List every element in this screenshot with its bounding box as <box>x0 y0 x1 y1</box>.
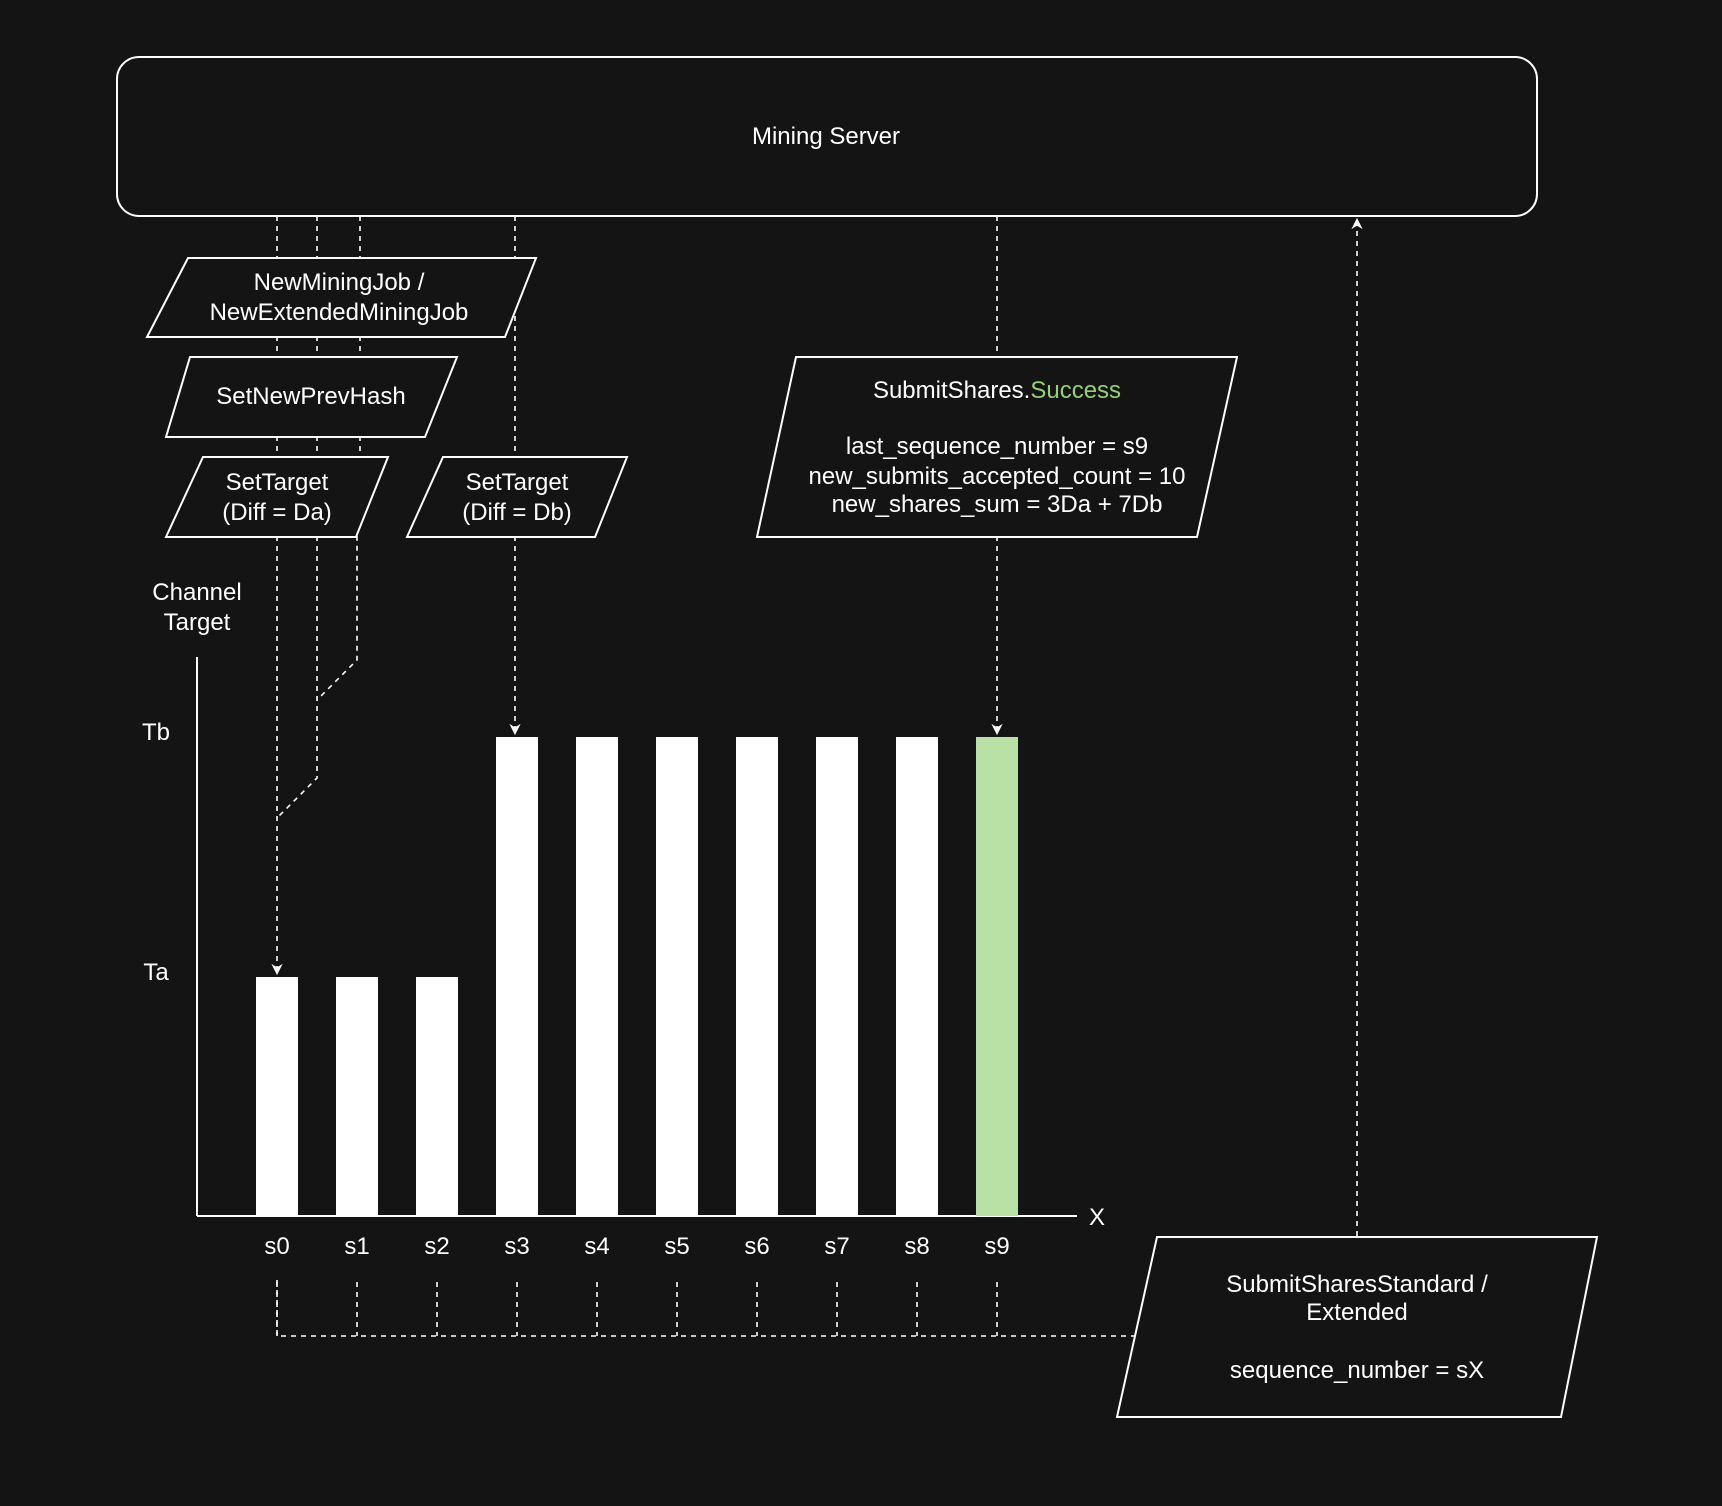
x-tick-label-s4: s4 <box>584 1233 609 1260</box>
x-tick-label-s1: s1 <box>344 1233 369 1260</box>
x-tick-label-s3: s3 <box>504 1233 529 1260</box>
bar-s7 <box>816 737 858 1216</box>
x-tick-label-s5: s5 <box>664 1233 689 1260</box>
x-tick-label-s0: s0 <box>264 1233 289 1260</box>
submit-success-line-3: new_shares_sum = 3Da + 7Db <box>832 491 1163 518</box>
mining-server-box <box>116 56 1538 217</box>
x-tick-label-s2: s2 <box>424 1233 449 1260</box>
submit-success-line-1: last_sequence_number = s9 <box>846 433 1148 460</box>
connector-set-new-prev-hash <box>276 216 318 819</box>
bar-s6 <box>736 737 778 1216</box>
set-new-prev-hash-label: SetNewPrevHash <box>216 383 405 410</box>
y-level-label-tb: Tb <box>142 719 170 746</box>
connector-bracket <box>276 1280 1135 1337</box>
y-level-label-ta: Ta <box>143 959 169 986</box>
mining-server-label: Mining Server <box>752 123 900 150</box>
set-target-b-shape <box>405 456 629 538</box>
y-axis-label-line-1: Channel <box>152 579 241 606</box>
bar-s2 <box>416 977 458 1216</box>
bar-s3 <box>496 737 538 1216</box>
set-target-a-line-1: SetTarget <box>226 469 329 496</box>
x-axis-label: X <box>1089 1204 1105 1231</box>
submit-success-line-2: new_submits_accepted_count = 10 <box>809 463 1186 490</box>
submit-success-shape <box>755 356 1239 538</box>
set-target-a-shape <box>164 456 390 538</box>
y-axis-label-line-2: Target <box>164 609 231 636</box>
submit-success-prefix: SubmitShares. <box>873 377 1030 404</box>
set-target-b-line-2: (Diff = Db) <box>462 499 572 526</box>
submit-shares-sequence: sequence_number = sX <box>1230 1357 1484 1384</box>
submit-success-status: Success <box>1030 377 1121 404</box>
x-tick-label-s7: s7 <box>824 1233 849 1260</box>
submit-shares-line-2: Extended <box>1306 1299 1407 1326</box>
bar-s4 <box>576 737 618 1216</box>
x-tick-label-s9: s9 <box>984 1233 1009 1260</box>
x-tick-label-s6: s6 <box>744 1233 769 1260</box>
bar-s9 <box>976 737 1018 1216</box>
submit-shares-line-1: SubmitSharesStandard / <box>1226 1271 1488 1298</box>
x-tick-label-s8: s8 <box>904 1233 929 1260</box>
set-new-prev-hash-shape <box>164 356 459 438</box>
new-mining-job-shape <box>145 257 538 338</box>
submit-success-title: SubmitShares.Success <box>873 377 1121 404</box>
new-mining-job-line-1: NewMiningJob / <box>254 269 425 296</box>
bar-s0 <box>256 977 298 1216</box>
bar-s8 <box>896 737 938 1216</box>
new-mining-job-line-2: NewExtendedMiningJob <box>210 299 469 326</box>
set-target-a-line-2: (Diff = Da) <box>222 499 332 526</box>
set-target-b-line-1: SetTarget <box>466 469 569 496</box>
bar-s5 <box>656 737 698 1216</box>
bar-s1 <box>336 977 378 1216</box>
submit-shares-shape <box>1115 1236 1599 1418</box>
